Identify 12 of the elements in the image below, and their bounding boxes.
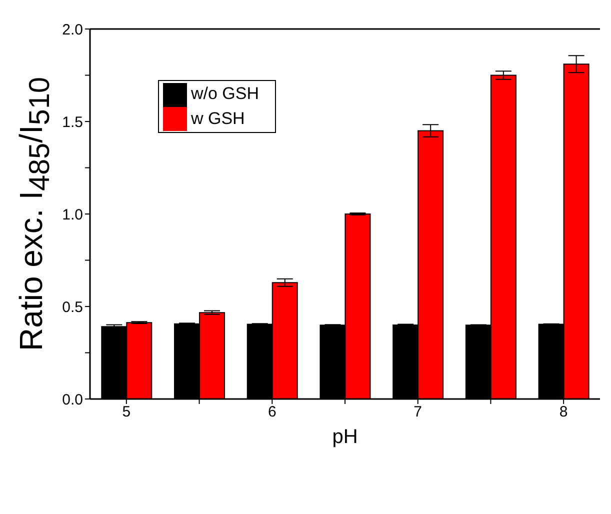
- legend-label: w/o GSH: [191, 84, 260, 103]
- x-tick-label: 7: [414, 404, 422, 421]
- x-axis-title: pH: [332, 426, 358, 448]
- y-tick-label: 2.0: [62, 21, 83, 38]
- y-tick-label: 0.0: [62, 391, 83, 408]
- legend-label: w GSH: [191, 108, 245, 128]
- x-tick-label: 6: [268, 404, 276, 421]
- x-tick-label: 5: [122, 404, 131, 421]
- y-tick-label: 1.5: [62, 114, 83, 131]
- x-tick-label: 8: [559, 404, 568, 421]
- y-tick-label: 1.0: [62, 206, 83, 224]
- y-tick-label: 0.5: [62, 298, 83, 316]
